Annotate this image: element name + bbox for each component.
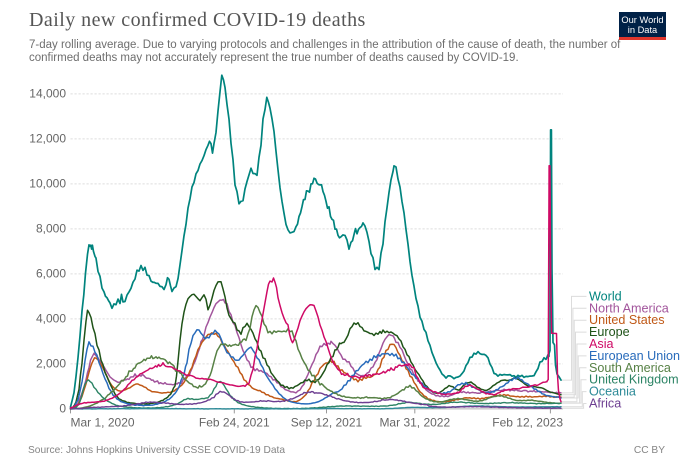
svg-text:North America: North America bbox=[589, 301, 669, 315]
svg-text:14,000: 14,000 bbox=[29, 87, 66, 101]
svg-text:0: 0 bbox=[59, 402, 66, 416]
svg-text:Sep 12, 2021: Sep 12, 2021 bbox=[291, 416, 363, 430]
svg-text:2,000: 2,000 bbox=[36, 357, 66, 371]
svg-text:United Kingdom: United Kingdom bbox=[589, 373, 679, 387]
svg-text:Mar 31, 2022: Mar 31, 2022 bbox=[379, 416, 450, 430]
svg-text:Europe: Europe bbox=[589, 325, 630, 339]
svg-text:Africa: Africa bbox=[589, 397, 621, 411]
svg-text:6,000: 6,000 bbox=[36, 267, 66, 281]
svg-text:European Union: European Union bbox=[589, 349, 680, 363]
svg-text:South America: South America bbox=[589, 361, 671, 375]
svg-text:Feb 24, 2021: Feb 24, 2021 bbox=[199, 416, 270, 430]
svg-text:Mar 1, 2020: Mar 1, 2020 bbox=[71, 416, 135, 430]
svg-text:8,000: 8,000 bbox=[36, 222, 66, 236]
svg-text:Feb 12, 2023: Feb 12, 2023 bbox=[492, 416, 563, 430]
svg-text:Oceania: Oceania bbox=[589, 385, 636, 399]
svg-text:World: World bbox=[589, 289, 622, 303]
svg-text:United States: United States bbox=[589, 313, 665, 327]
svg-text:10,000: 10,000 bbox=[29, 177, 66, 191]
svg-text:Asia: Asia bbox=[589, 337, 614, 351]
svg-text:4,000: 4,000 bbox=[36, 312, 66, 326]
svg-text:12,000: 12,000 bbox=[29, 132, 66, 146]
